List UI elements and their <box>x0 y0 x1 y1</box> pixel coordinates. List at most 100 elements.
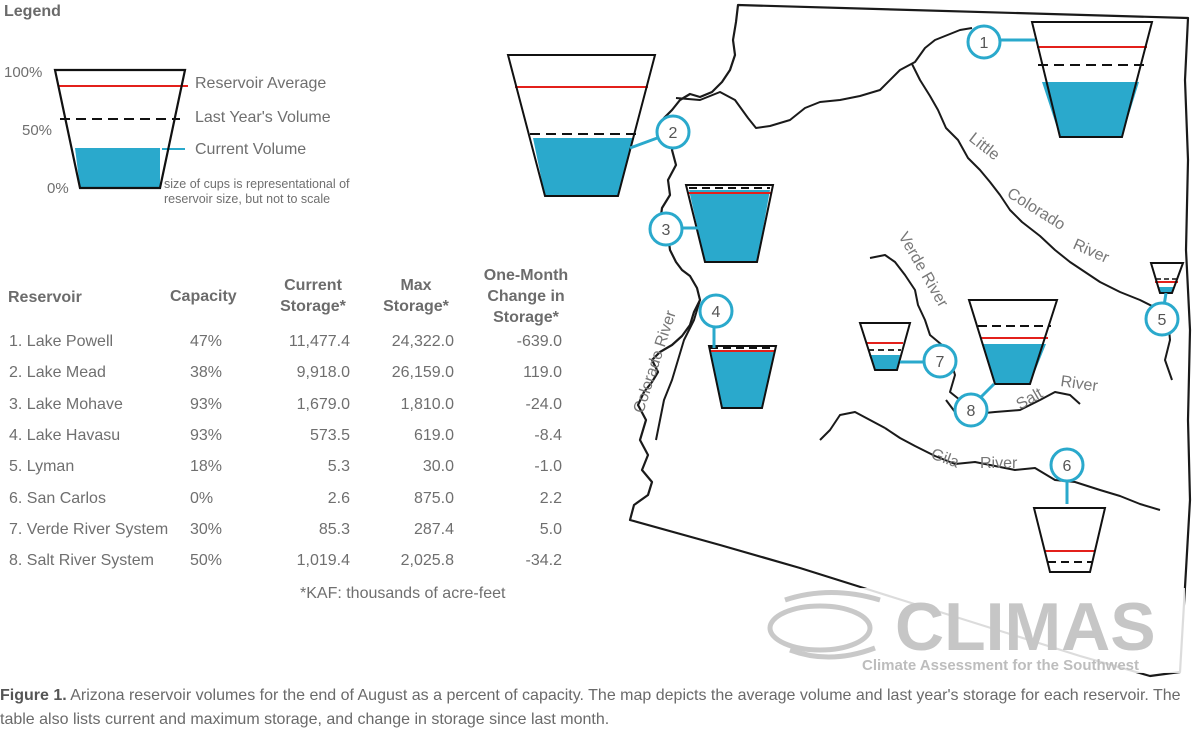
legend-axis-50: 50% <box>22 122 53 139</box>
legend-reservoir-average: Reservoir Average <box>195 75 327 92</box>
row-capacity: 93% <box>190 426 223 444</box>
cup-salt-river-system <box>967 299 1059 400</box>
marker-3[interactable]: 3 <box>648 211 684 247</box>
row-max-storage: 26,159.0 <box>391 364 454 382</box>
cup-verde-river-system <box>858 322 925 371</box>
arizona-map: Little Colorado River Verde River Colora… <box>506 3 1192 678</box>
legend-axis-0: 0% <box>47 180 69 197</box>
row-reservoir: 5. Lyman <box>9 458 75 476</box>
row-one-month-change: -639.0 <box>516 333 562 350</box>
row-current-storage: 573.5 <box>309 426 350 444</box>
row-max-storage: 287.4 <box>413 520 454 538</box>
row-reservoir: 4. Lake Havasu <box>9 426 121 444</box>
row-reservoir: 8. Salt River System <box>9 552 154 570</box>
row-one-month-change: -8.4 <box>534 426 562 444</box>
row-capacity: 38% <box>190 364 223 382</box>
marker-6[interactable]: 6 <box>1049 447 1085 483</box>
climas-tagline: Climate Assessment for the Southwest <box>862 657 1139 674</box>
row-capacity: 50% <box>190 552 223 570</box>
header-current-line2: Storage* <box>280 298 346 315</box>
marker-7[interactable]: 7 <box>922 343 958 379</box>
header-change-line1: One-Month <box>483 267 569 284</box>
legend-axis-100: 100% <box>4 64 43 81</box>
row-capacity: 47% <box>190 333 223 350</box>
row-capacity: 0% <box>190 489 214 507</box>
row-reservoir: 2. Lake Mead <box>9 364 106 382</box>
svg-text:2: 2 <box>669 125 678 142</box>
svg-text:5: 5 <box>1158 312 1167 329</box>
header-max-line2: Storage* <box>383 298 449 315</box>
row-current-storage: 1,019.4 <box>296 552 350 570</box>
row-one-month-change: 2.2 <box>539 489 562 507</box>
marker-2[interactable]: 2 <box>655 114 691 150</box>
header-change-line2: Change in <box>487 288 565 305</box>
svg-text:3: 3 <box>662 222 671 239</box>
row-current-storage: 1,679.0 <box>296 395 350 413</box>
row-capacity: 18% <box>190 458 223 476</box>
row-one-month-change: 5.0 <box>539 520 562 538</box>
svg-text:4: 4 <box>712 304 721 321</box>
svg-text:7: 7 <box>936 354 945 371</box>
caption-text: Arizona reservoir volumes for the end of… <box>0 687 1181 728</box>
row-one-month-change: -34.2 <box>525 552 562 570</box>
row-current-storage: 85.3 <box>318 520 350 538</box>
row-max-storage: 2,025.8 <box>400 552 454 570</box>
cup-lake-mead <box>506 54 661 197</box>
header-current-line1: Current <box>284 277 342 294</box>
caption-label: Figure 1. <box>0 687 67 704</box>
row-capacity: 30% <box>190 520 223 538</box>
river-label-salt: Salt <box>1014 385 1047 414</box>
table-footnote: *KAF: thousands of acre-feet <box>300 585 506 602</box>
river-label-little: Little <box>966 130 1003 164</box>
header-max-line1: Max <box>400 277 432 294</box>
header-change-line3: Storage* <box>493 309 559 326</box>
row-one-month-change: -1.0 <box>534 458 562 476</box>
legend-note-2: reservoir size, but not to scale <box>164 192 331 206</box>
figure-caption: Figure 1. Arizona reservoir volumes for … <box>0 684 1195 732</box>
svg-text:6: 6 <box>1063 458 1072 475</box>
row-one-month-change: 119.0 <box>523 364 562 382</box>
row-capacity: 93% <box>190 395 223 413</box>
legend-cup <box>53 68 188 190</box>
cup-lake-mohave <box>682 184 775 263</box>
river-label-gila-river: River <box>980 455 1018 472</box>
row-reservoir: 1. Lake Powell <box>9 333 114 350</box>
marker-1[interactable]: 1 <box>966 24 1002 60</box>
row-current-storage: 2.6 <box>327 489 350 507</box>
cup-lyman <box>1149 262 1185 307</box>
legend-current: Current Volume <box>195 141 307 158</box>
marker-5[interactable]: 5 <box>1144 301 1180 337</box>
row-current-storage: 5.3 <box>327 458 350 476</box>
row-max-storage: 875.0 <box>413 489 454 507</box>
climas-emblem <box>767 590 881 660</box>
row-reservoir: 3. Lake Mohave <box>9 395 123 413</box>
row-current-storage: 11,477.4 <box>288 333 350 350</box>
row-one-month-change: -24.0 <box>525 395 562 413</box>
river-label-colorado-upper: Colorado <box>1004 185 1068 234</box>
svg-text:8: 8 <box>967 403 976 420</box>
river-label-river-upper: River <box>1070 236 1112 267</box>
marker-4[interactable]: 4 <box>698 293 734 329</box>
header-reservoir: Reservoir <box>8 289 82 306</box>
header-current: Current Storage* <box>258 275 368 317</box>
row-max-storage: 30.0 <box>422 458 454 476</box>
header-max: Max Storage* <box>366 275 466 317</box>
cup-san-carlos <box>1032 480 1107 573</box>
row-max-storage: 619.0 <box>413 426 454 444</box>
climas-wordmark: CLIMAS <box>895 589 1156 665</box>
row-reservoir: 6. San Carlos <box>9 489 106 507</box>
header-change: One-Month Change in Storage* <box>466 265 586 328</box>
climas-logo: CLIMAS Climate Assessment for the Southw… <box>755 588 1185 674</box>
row-reservoir: 7. Verde River System <box>9 520 169 538</box>
map-markers: 1 2 3 4 5 6 7 8 <box>648 24 1180 483</box>
row-current-storage: 9,918.0 <box>296 364 350 382</box>
river-label-verde: Verde River <box>895 230 952 311</box>
river-label-colorado-west: Colorado River <box>631 308 680 415</box>
row-max-storage: 24,322.0 <box>391 333 454 350</box>
river-label-salt-river: River <box>1059 373 1099 395</box>
legend-last-year: Last Year's Volume <box>195 109 331 126</box>
marker-8[interactable]: 8 <box>953 392 989 428</box>
header-capacity: Capacity <box>170 288 237 305</box>
cup-lake-powell <box>1001 21 1154 138</box>
legend-title: Legend <box>4 3 61 20</box>
